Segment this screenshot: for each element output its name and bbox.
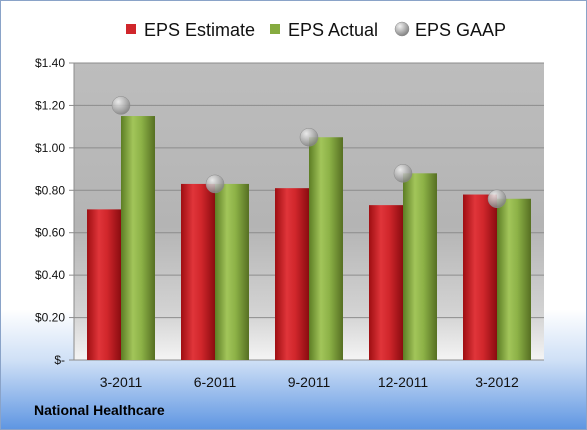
x-tick-label: 3-2011 bbox=[100, 374, 143, 390]
y-tick-label: $1.00 bbox=[35, 141, 65, 155]
y-tick-label: $1.20 bbox=[35, 98, 65, 112]
estimate-bar-12-2011 bbox=[369, 205, 403, 360]
gaap-marker-9-2011 bbox=[299, 128, 319, 147]
actual-bar-6-2011 bbox=[215, 183, 249, 360]
legend-swatch bbox=[270, 24, 280, 34]
actual-bar-12-2011 bbox=[403, 173, 437, 360]
y-axis: $- $0.20 $0.40 $0.60 $0.80 $1.00 $1.20 $1.40 bbox=[35, 56, 75, 367]
x-axis: 3-2011 6-2011 9-2011 12-2011 3-2012 bbox=[100, 374, 519, 390]
estimate-bar-3-2012 bbox=[463, 194, 497, 360]
legend-swatch bbox=[394, 21, 410, 37]
gaap-markers bbox=[111, 96, 507, 209]
actual-bar-9-2011 bbox=[309, 137, 343, 360]
gaap-marker-12-2011 bbox=[393, 164, 413, 183]
y-tick-label: $1.40 bbox=[35, 56, 65, 70]
estimate-bar-9-2011 bbox=[275, 188, 309, 360]
x-tick-label: 12-2011 bbox=[378, 374, 429, 390]
actual-bar-3-2011 bbox=[121, 116, 155, 361]
legend-label: EPS GAAP bbox=[415, 20, 506, 40]
legend: EPS Estimate EPS Actual EPS GAAP bbox=[126, 20, 506, 40]
y-tick-label: $- bbox=[54, 353, 65, 367]
estimate-bar-6-2011 bbox=[181, 183, 215, 360]
gaap-marker-3-2012 bbox=[487, 189, 507, 209]
gaap-marker-3-2011 bbox=[111, 96, 131, 115]
bars bbox=[87, 116, 531, 361]
legend-label: EPS Estimate bbox=[144, 20, 255, 40]
y-tick-label: $0.40 bbox=[35, 268, 65, 282]
estimate-bar-3-2011 bbox=[87, 209, 121, 360]
gaap-marker-6-2011 bbox=[205, 174, 225, 194]
legend-swatch bbox=[126, 24, 136, 34]
y-tick-label: $0.80 bbox=[35, 183, 65, 197]
actual-bar-3-2012 bbox=[497, 198, 531, 360]
x-tick-label: 6-2011 bbox=[194, 374, 237, 390]
y-tick-label: $0.60 bbox=[35, 226, 65, 240]
company-label: National Healthcare bbox=[34, 402, 165, 418]
legend-label: EPS Actual bbox=[288, 20, 378, 40]
x-tick-label: 9-2011 bbox=[288, 374, 331, 390]
y-tick-label: $0.20 bbox=[35, 311, 65, 325]
x-tick-label: 3-2012 bbox=[475, 374, 519, 390]
